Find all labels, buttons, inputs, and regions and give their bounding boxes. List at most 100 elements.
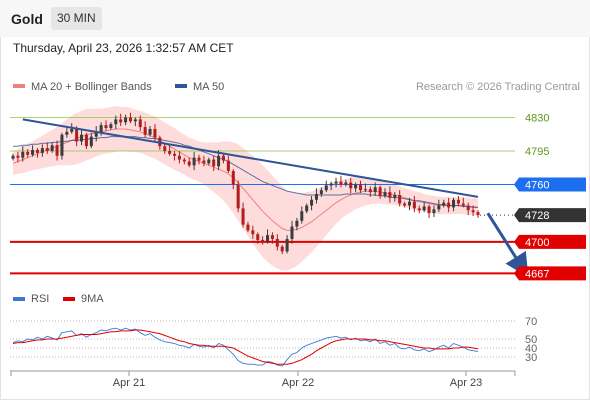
candle-body bbox=[168, 150, 172, 154]
rsi-tick-30: 30 bbox=[525, 352, 537, 364]
candle-body bbox=[35, 150, 39, 153]
candle bbox=[300, 206, 304, 224]
level-tag-4700: 4700 bbox=[514, 234, 586, 249]
candle-body bbox=[226, 160, 230, 172]
candle-body bbox=[246, 224, 250, 231]
candle-body bbox=[270, 235, 274, 239]
candle bbox=[476, 210, 480, 218]
candle bbox=[354, 182, 358, 193]
candle bbox=[344, 179, 348, 187]
candle-body bbox=[305, 205, 309, 212]
candle bbox=[226, 155, 230, 173]
candle-body bbox=[50, 145, 54, 151]
candle bbox=[50, 142, 54, 153]
candle bbox=[368, 186, 372, 197]
level-label-4830: 4830 bbox=[525, 113, 549, 125]
candle-body bbox=[251, 230, 255, 235]
candle bbox=[388, 186, 392, 203]
source-credit: Research © 2026 Trading Central bbox=[416, 81, 580, 93]
candle bbox=[461, 197, 465, 208]
candle-body bbox=[231, 171, 235, 185]
candle bbox=[40, 144, 44, 157]
candle-body bbox=[187, 161, 191, 166]
candle-body bbox=[114, 119, 118, 125]
level-tag-text: 4700 bbox=[525, 237, 549, 249]
candle bbox=[35, 148, 39, 158]
candle-body bbox=[319, 190, 323, 195]
candle-body bbox=[31, 150, 35, 155]
candle bbox=[305, 203, 309, 214]
candle-body bbox=[153, 128, 157, 138]
candle bbox=[55, 140, 59, 161]
candle bbox=[114, 115, 118, 129]
candle bbox=[447, 197, 451, 213]
candle-body bbox=[109, 124, 113, 129]
level-tag-text: 4667 bbox=[525, 268, 549, 280]
candle-body bbox=[437, 205, 441, 210]
candle-body bbox=[285, 238, 289, 252]
candle-body bbox=[378, 187, 382, 196]
candle bbox=[148, 126, 152, 137]
candle-body bbox=[407, 201, 411, 206]
legend-swatch-1 bbox=[175, 84, 187, 88]
candle bbox=[177, 150, 181, 164]
legend-label-1: MA 50 bbox=[193, 81, 224, 93]
candle-body bbox=[99, 125, 103, 132]
rsi-line bbox=[12, 327, 479, 367]
timestamp: Thursday, April 23, 2026 1:32:57 AM CET bbox=[13, 41, 234, 55]
candle-body bbox=[80, 134, 84, 142]
candle bbox=[45, 142, 49, 154]
candle bbox=[412, 195, 416, 213]
candle bbox=[192, 151, 196, 171]
legend-swatch-0 bbox=[13, 84, 25, 88]
candle-body bbox=[368, 189, 372, 193]
candle-body bbox=[461, 203, 465, 206]
rsi-ma-line bbox=[12, 329, 479, 365]
candle-body bbox=[295, 220, 299, 227]
level-label-4795: 4795 bbox=[525, 146, 549, 158]
candle-body bbox=[119, 119, 123, 123]
candle bbox=[94, 126, 98, 142]
period-badge[interactable]: 30 MIN bbox=[51, 7, 102, 30]
candle bbox=[270, 232, 274, 244]
candle bbox=[31, 145, 35, 157]
level-tag-bg bbox=[514, 234, 586, 249]
candle bbox=[295, 217, 299, 231]
candle bbox=[187, 157, 191, 168]
candle bbox=[251, 225, 255, 239]
candle-body bbox=[266, 235, 270, 242]
candle bbox=[383, 188, 387, 198]
x-tick-label: Apr 21 bbox=[113, 377, 145, 389]
candle bbox=[393, 192, 397, 202]
candle bbox=[138, 115, 142, 131]
candle bbox=[173, 150, 177, 161]
candle bbox=[168, 145, 172, 156]
candle-body bbox=[442, 202, 446, 206]
x-tick-label: Apr 23 bbox=[450, 377, 482, 389]
candle-body bbox=[128, 117, 132, 122]
candle-body bbox=[412, 201, 416, 209]
candle-body bbox=[148, 128, 152, 135]
candle bbox=[359, 180, 363, 194]
candle bbox=[182, 157, 186, 165]
level-tag-bg bbox=[514, 177, 586, 192]
candle-body bbox=[452, 199, 456, 208]
candle bbox=[84, 132, 88, 150]
candle bbox=[60, 132, 64, 160]
candle bbox=[256, 232, 260, 244]
candle bbox=[202, 155, 206, 167]
x-tick-label: Apr 22 bbox=[282, 377, 314, 389]
candle bbox=[452, 197, 456, 212]
candle-body bbox=[94, 131, 98, 137]
candle-body bbox=[236, 184, 240, 209]
candle bbox=[124, 114, 128, 126]
candle-body bbox=[383, 192, 387, 196]
rsi-legend-swatch-0 bbox=[13, 297, 25, 301]
candle bbox=[442, 199, 446, 208]
candle-body bbox=[207, 159, 211, 164]
candle-body bbox=[182, 159, 186, 162]
candle-body bbox=[310, 199, 314, 206]
candle-body bbox=[476, 212, 480, 216]
candle-body bbox=[354, 184, 358, 189]
candle bbox=[373, 182, 377, 196]
